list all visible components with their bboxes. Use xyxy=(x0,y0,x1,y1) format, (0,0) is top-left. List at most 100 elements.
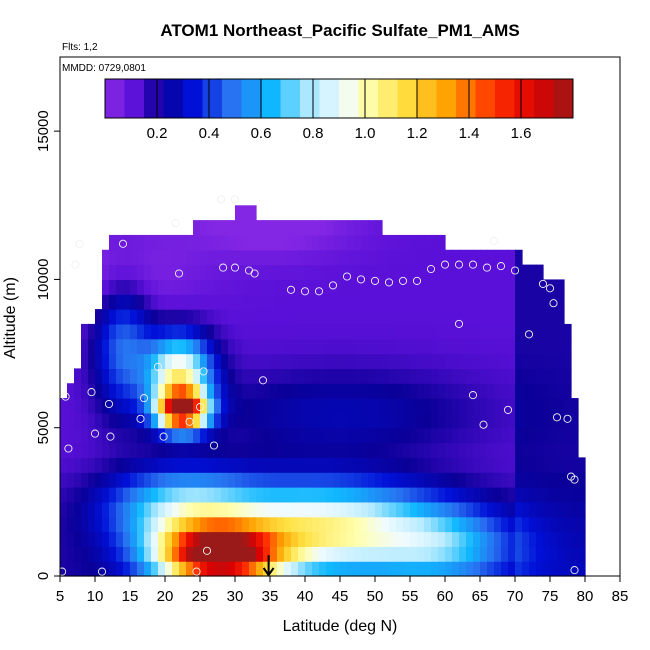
heatmap-cell xyxy=(207,309,215,325)
heatmap-cell xyxy=(326,501,334,518)
heatmap-cell xyxy=(403,264,411,281)
heatmap-cell xyxy=(340,383,348,399)
observation-point xyxy=(384,278,394,287)
heatmap-cell xyxy=(235,338,243,355)
heatmap-cell xyxy=(67,561,75,577)
heatmap-cell xyxy=(347,309,355,325)
heatmap-cell xyxy=(361,398,369,414)
heatmap-cell xyxy=(501,249,509,266)
heatmap-cell xyxy=(179,249,187,266)
heatmap-cell xyxy=(249,220,257,236)
heatmap-cell xyxy=(172,323,180,340)
heatmap-cell xyxy=(312,368,320,384)
heatmap-cell xyxy=(431,487,439,503)
heatmap-cell xyxy=(74,368,82,384)
heatmap-cell xyxy=(249,427,257,444)
heatmap-cell xyxy=(438,353,446,369)
heatmap-cell xyxy=(228,294,236,310)
heatmap-cell xyxy=(172,249,180,266)
heatmap-cell xyxy=(228,457,236,473)
heatmap-cell xyxy=(550,338,558,355)
heatmap-cell xyxy=(137,531,145,547)
heatmap-cell xyxy=(438,472,446,488)
observation-point xyxy=(61,392,70,401)
heatmap-cell xyxy=(480,487,488,503)
heatmap-cell xyxy=(284,368,292,384)
heatmap-cell xyxy=(557,338,565,355)
heatmap-cell xyxy=(431,457,439,473)
heatmap-cell xyxy=(291,427,299,444)
heatmap-cell xyxy=(95,561,103,577)
heatmap-cell xyxy=(179,309,187,325)
heatmap-cell xyxy=(536,412,544,429)
heatmap-cell xyxy=(368,487,376,503)
heatmap-cell xyxy=(536,472,544,488)
x-tick-label: 20 xyxy=(157,588,174,605)
heatmap-cell xyxy=(368,561,376,577)
heatmap-cell xyxy=(543,516,551,533)
heatmap-cell xyxy=(305,234,313,251)
heatmap-cell xyxy=(242,472,250,488)
heatmap-cell xyxy=(396,368,404,384)
heatmap-cell xyxy=(214,561,222,577)
heatmap-cell xyxy=(88,546,96,562)
heatmap-cell xyxy=(60,472,68,488)
heatmap-cell xyxy=(228,338,236,355)
heatmap-cell xyxy=(438,501,446,518)
heatmap-cell xyxy=(466,264,474,281)
heatmap-cell xyxy=(550,487,558,503)
heatmap-cell xyxy=(284,516,292,533)
heatmap-cell xyxy=(487,249,495,266)
heatmap-cell xyxy=(487,472,495,488)
heatmap-cell xyxy=(123,398,131,414)
heatmap-cell xyxy=(221,531,229,547)
heatmap-cell xyxy=(340,279,348,295)
heatmap-cell xyxy=(473,323,481,340)
heatmap-cell xyxy=(88,487,96,503)
heatmap-cell xyxy=(137,546,145,562)
heatmap-cell xyxy=(242,323,250,340)
heatmap-cell xyxy=(95,398,103,414)
heatmap-cell xyxy=(228,368,236,384)
heatmap-cell xyxy=(179,427,187,444)
heatmap-cell xyxy=(340,309,348,325)
heatmap-cell xyxy=(95,338,103,355)
heatmap-cell xyxy=(137,234,145,251)
heatmap-cell xyxy=(305,338,313,355)
heatmap-cell xyxy=(312,309,320,325)
heatmap-cell xyxy=(186,338,194,355)
heatmap-cell xyxy=(375,264,383,281)
heatmap-cell xyxy=(550,368,558,384)
heatmap-cell xyxy=(291,294,299,310)
heatmap-cell xyxy=(431,264,439,281)
heatmap-cell xyxy=(305,220,313,236)
heatmap-cell xyxy=(508,472,516,488)
heatmap-cell xyxy=(130,323,138,340)
heatmap-cell xyxy=(284,457,292,473)
heatmap-cell xyxy=(543,546,551,562)
heatmap-cell xyxy=(438,412,446,429)
heatmap-cell xyxy=(179,398,187,414)
heatmap-cell xyxy=(214,383,222,399)
heatmap-cell xyxy=(410,309,418,325)
heatmap-cell xyxy=(109,412,117,429)
heatmap-cell xyxy=(158,353,166,369)
heatmap-cell xyxy=(515,353,523,369)
heatmap-cell xyxy=(326,561,334,577)
heatmap-cell xyxy=(291,368,299,384)
heatmap-cell xyxy=(494,427,502,444)
heatmap-cell xyxy=(466,368,474,384)
heatmap-cell xyxy=(165,487,173,503)
heatmap-cell xyxy=(501,546,509,562)
heatmap-cell xyxy=(564,487,572,503)
heatmap-cell xyxy=(375,427,383,444)
heatmap-cell xyxy=(487,279,495,295)
heatmap-cell xyxy=(214,412,222,429)
heatmap-cell xyxy=(319,412,327,429)
colorbar-tick-label: 0.4 xyxy=(199,125,220,142)
heatmap-cell xyxy=(389,516,397,533)
heatmap-cell xyxy=(354,487,362,503)
heatmap-cell xyxy=(249,398,257,414)
heatmap-cell xyxy=(137,457,145,473)
observation-point xyxy=(570,475,579,484)
